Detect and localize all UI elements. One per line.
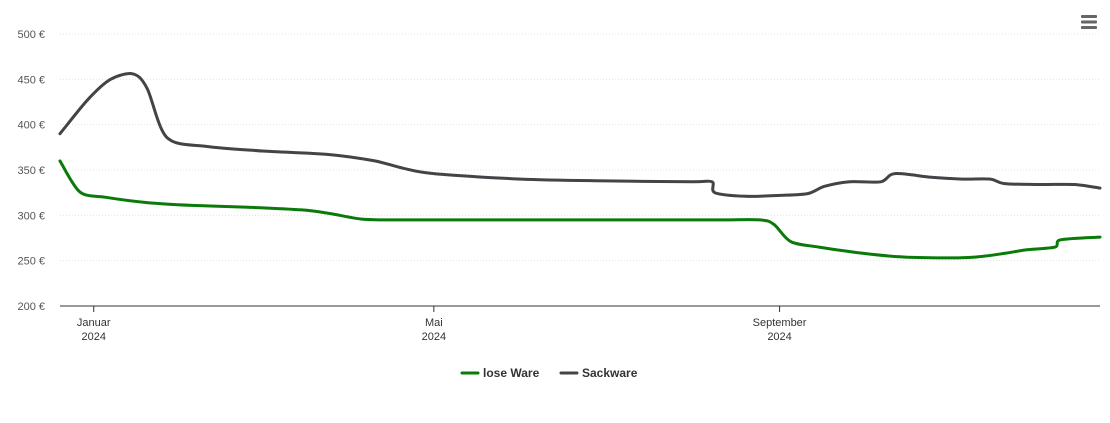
legend: lose Ware Sackware — [460, 366, 638, 380]
legend-item[interactable]: Sackware — [559, 366, 638, 380]
y-tick-label: 300 € — [17, 210, 45, 222]
chart-menu-icon[interactable] — [1081, 15, 1097, 29]
y-tick-label: 200 € — [17, 301, 45, 313]
x-tick-year-label: 2024 — [422, 331, 446, 343]
x-tick-year-label: 2024 — [81, 331, 105, 343]
y-tick-label: 350 € — [17, 165, 45, 177]
x-tick-month-label: September — [753, 317, 807, 329]
x-tick-month-label: Mai — [425, 317, 443, 329]
legend-label: lose Ware — [483, 366, 540, 380]
y-tick-label: 400 € — [17, 120, 45, 132]
grid-lines — [60, 33, 1100, 262]
y-tick-label: 450 € — [17, 74, 45, 86]
y-tick-label: 500 € — [17, 29, 45, 41]
series-line-sackware[interactable] — [58, 72, 1102, 198]
x-tick-month-label: Januar — [77, 317, 111, 329]
y-tick-label: 250 € — [17, 256, 45, 268]
x-tick-year-label: 2024 — [767, 331, 791, 343]
legend-item[interactable]: lose Ware — [460, 366, 540, 380]
legend-label: Sackware — [582, 366, 638, 380]
y-axis-tick-labels: 200 € 250 € 300 € 350 € 400 € 450 € 500 € — [17, 29, 45, 313]
series-line-lose-ware[interactable] — [58, 159, 1102, 260]
series-lines — [58, 72, 1102, 260]
x-axis-ticks: Januar 2024 Mai 2024 September 2024 — [77, 306, 807, 343]
